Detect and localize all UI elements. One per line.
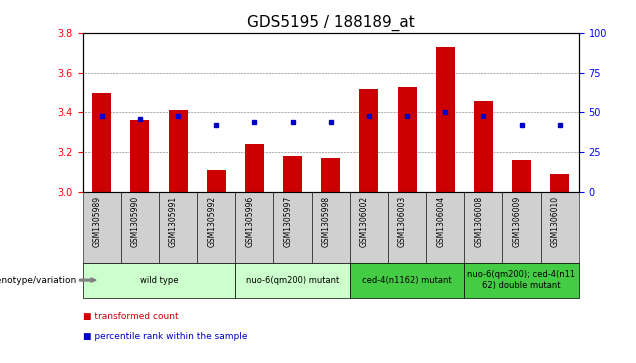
Text: ■ percentile rank within the sample: ■ percentile rank within the sample bbox=[83, 332, 247, 341]
Bar bbox=[235, 192, 273, 262]
Bar bbox=[426, 192, 464, 262]
Text: GSM1306002: GSM1306002 bbox=[360, 196, 369, 247]
Text: GSM1306010: GSM1306010 bbox=[551, 196, 560, 247]
Bar bbox=[159, 192, 197, 262]
Bar bbox=[464, 192, 502, 262]
Bar bbox=[436, 46, 455, 192]
Bar bbox=[388, 192, 426, 262]
Text: genotype/variation: genotype/variation bbox=[0, 276, 76, 285]
Text: GSM1306008: GSM1306008 bbox=[474, 196, 483, 247]
Text: GSM1305992: GSM1305992 bbox=[207, 196, 216, 247]
Text: GSM1305989: GSM1305989 bbox=[93, 196, 102, 247]
Bar bbox=[312, 192, 350, 262]
Text: GSM1306009: GSM1306009 bbox=[513, 196, 522, 247]
Bar bbox=[541, 192, 579, 262]
Text: nuo-6(qm200); ced-4(n11
62) double mutant: nuo-6(qm200); ced-4(n11 62) double mutan… bbox=[467, 270, 576, 290]
Text: nuo-6(qm200) mutant: nuo-6(qm200) mutant bbox=[246, 276, 339, 285]
Bar bbox=[92, 93, 111, 192]
Text: GSM1305997: GSM1305997 bbox=[284, 196, 293, 247]
Bar bbox=[283, 156, 302, 192]
Text: GSM1306004: GSM1306004 bbox=[436, 196, 445, 247]
Bar bbox=[359, 89, 378, 192]
Bar bbox=[130, 121, 149, 192]
Bar bbox=[398, 86, 417, 192]
Bar bbox=[207, 170, 226, 192]
Bar bbox=[83, 262, 235, 298]
Bar bbox=[474, 101, 493, 192]
Bar bbox=[502, 192, 541, 262]
Bar bbox=[235, 262, 350, 298]
Title: GDS5195 / 188189_at: GDS5195 / 188189_at bbox=[247, 15, 415, 31]
Bar bbox=[550, 174, 569, 192]
Bar bbox=[121, 192, 159, 262]
Bar bbox=[197, 192, 235, 262]
Bar bbox=[245, 144, 264, 192]
Text: ced-4(n1162) mutant: ced-4(n1162) mutant bbox=[363, 276, 452, 285]
Bar bbox=[273, 192, 312, 262]
Text: GSM1305991: GSM1305991 bbox=[169, 196, 178, 247]
Text: GSM1306003: GSM1306003 bbox=[398, 196, 407, 247]
Bar bbox=[169, 110, 188, 192]
Bar bbox=[350, 192, 388, 262]
Bar bbox=[321, 158, 340, 192]
Bar bbox=[83, 192, 121, 262]
Bar bbox=[350, 262, 464, 298]
Bar bbox=[464, 262, 579, 298]
Text: ■ transformed count: ■ transformed count bbox=[83, 312, 178, 321]
Text: GSM1305996: GSM1305996 bbox=[245, 196, 254, 247]
Text: GSM1305990: GSM1305990 bbox=[131, 196, 140, 247]
Text: GSM1305998: GSM1305998 bbox=[322, 196, 331, 247]
Bar bbox=[512, 160, 531, 192]
Text: wild type: wild type bbox=[140, 276, 178, 285]
